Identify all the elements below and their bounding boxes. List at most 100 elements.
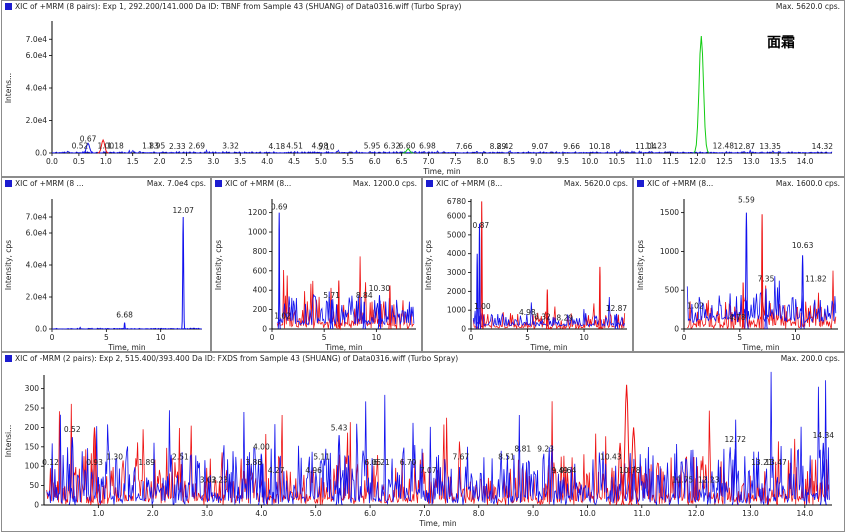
peak-blue [819,442,827,506]
peak-label: 2.69 [188,141,205,150]
peak-blue [800,255,805,329]
panel-header: XIC of +MRM (8 ... Max. 7.0e4 cps. [2,178,210,190]
peak-label: 0.69 [271,203,288,212]
peak-label: 11.04 [635,142,657,151]
peak-label: 8.81 [514,445,531,454]
peak-red [741,282,745,330]
peak-blue [123,322,126,330]
chart-panel-mid-1: XIC of +MRM (8 ... Max. 7.0e4 cps. 0 5 10 0… [1,177,211,352]
peak-label: 12.72 [725,435,747,444]
y-tick-label: 0 [461,325,466,334]
x-tick-label: 13.5 [770,157,787,166]
annotation-label: 面霜 [767,34,795,51]
x-tick-label: 14.0 [796,509,813,518]
peak-label: 14.34 [813,431,835,440]
peak-label: 1.83 [142,141,159,150]
x-tick-label: 7.0 [418,509,430,518]
x-tick-label: 4.0 [261,157,273,166]
panel-title: XIC of +MRM (8... [436,179,503,188]
peak-label: 11.82 [805,274,827,283]
x-axis-title: Time, min [418,519,457,528]
y-tick-label: 7.0e4 [26,35,48,44]
series-trace-blue [277,291,415,326]
x-tick-label: 5.0 [315,157,327,166]
x-tick-label: 9.0 [527,509,539,518]
peak-label: 12.23 [698,476,720,485]
peak-label: 9.49 [551,466,568,475]
peak-blue [731,448,739,506]
peak-label: 9.66 [563,142,580,151]
y-tick-label: 600 [253,266,268,275]
peak-label: 9.64 [560,466,577,475]
y-tick-label: 150 [25,442,40,451]
peak-label: 1.02 [687,302,704,311]
x-tick-label: 8.0 [476,157,488,166]
y-tick-label: 200 [253,305,268,314]
y-tick-label: 6000 [447,212,466,221]
x-tick-label: 1.5 [127,157,139,166]
peak-label: 6.68 [116,311,133,320]
peak-blue [277,212,281,329]
peak-red [337,280,341,330]
peak-label: 4.98 [519,308,536,317]
peak-label: 1.30 [106,452,123,461]
series-color-swatch [637,180,644,187]
peak-blue [329,299,334,330]
chart-plot: 0.0 0.5 1.0 1.5 2.0 2.5 3.0 3.5 4.0 4.5 5.0 5.5 6.0 6… [4,21,833,176]
peak-label: 4.27 [268,466,285,475]
x-tick-label: 9.0 [530,157,542,166]
series-color-swatch [426,180,433,187]
peak-label: 1.02 [274,311,291,320]
peak-label: 13.47 [765,458,787,467]
x-tick-label: 9.5 [557,157,569,166]
series-trace-blue [51,148,833,154]
peak-label: 13.35 [759,142,781,151]
y-tick-label: 0.0 [35,325,47,334]
panel-title: XIC of +MRM (8... [225,179,292,188]
series-color-swatch [5,3,12,10]
x-tick-label: 10.0 [582,157,599,166]
x-tick-label: 2.0 [154,157,166,166]
chart-plot: 0 5 10 0 200 400 600 800 1000 1200 Time, min Intens… [214,199,416,351]
peak-label: 6.21 [373,458,390,467]
peak-label: 4.98 [312,141,329,150]
panel-header: XIC of +MRM (8... Max. 5620.0 cps. [423,178,632,190]
panel-header: XIC of +MRM (8... Max. 1200.0 cps. [212,178,421,190]
peak-label: 1.18 [107,141,124,150]
y-axis-title: Intensity, cps [424,240,433,290]
x-tick-label: 2.0 [147,509,159,518]
peak-label: 1.00 [97,141,114,150]
x-tick-label: 1.0 [100,157,112,166]
peak-label: 5.11 [313,452,330,461]
peak-red [97,138,109,154]
x-tick-label: 6.0 [364,509,376,518]
x-axis-title: Time, min [422,167,461,176]
series-color-swatch [5,180,12,187]
y-tick-label: 6.0e4 [26,51,48,60]
y-tick-label: 3000 [447,268,466,277]
peak-label: 8.51 [498,452,515,461]
peak-blue [475,253,479,329]
peak-label: 11.75 [672,476,694,485]
peak-label: 10.63 [792,241,814,250]
peak-label: 2.51 [172,452,189,461]
y-tick-label: 4.0e4 [26,261,48,270]
series-trace-blue [51,326,202,330]
x-tick-label: 10.5 [608,157,625,166]
x-tick-label: 14.0 [797,157,814,166]
peak-label: 7.35 [758,274,775,283]
y-tick-label: 6.0e4 [26,229,48,238]
x-tick-label: 12.0 [688,509,705,518]
x-tick-label: 8.5 [503,157,515,166]
x-tick-label: 2.5 [181,157,193,166]
panel-title: XIC of -MRM (2 pairs): Exp 2, 515.400/39… [15,354,459,363]
x-tick-label: 13.0 [742,509,759,518]
y-tick-label: 50 [29,481,39,490]
x-tick-label: 12.5 [716,157,733,166]
x-tick-label: 4.0 [255,509,267,518]
peak-label: 1.00 [474,302,491,311]
peak-label: 1.89 [138,458,155,467]
peak-label: 4.96 [305,466,322,475]
x-tick-label: 12.0 [689,157,706,166]
peak-red [545,289,549,330]
